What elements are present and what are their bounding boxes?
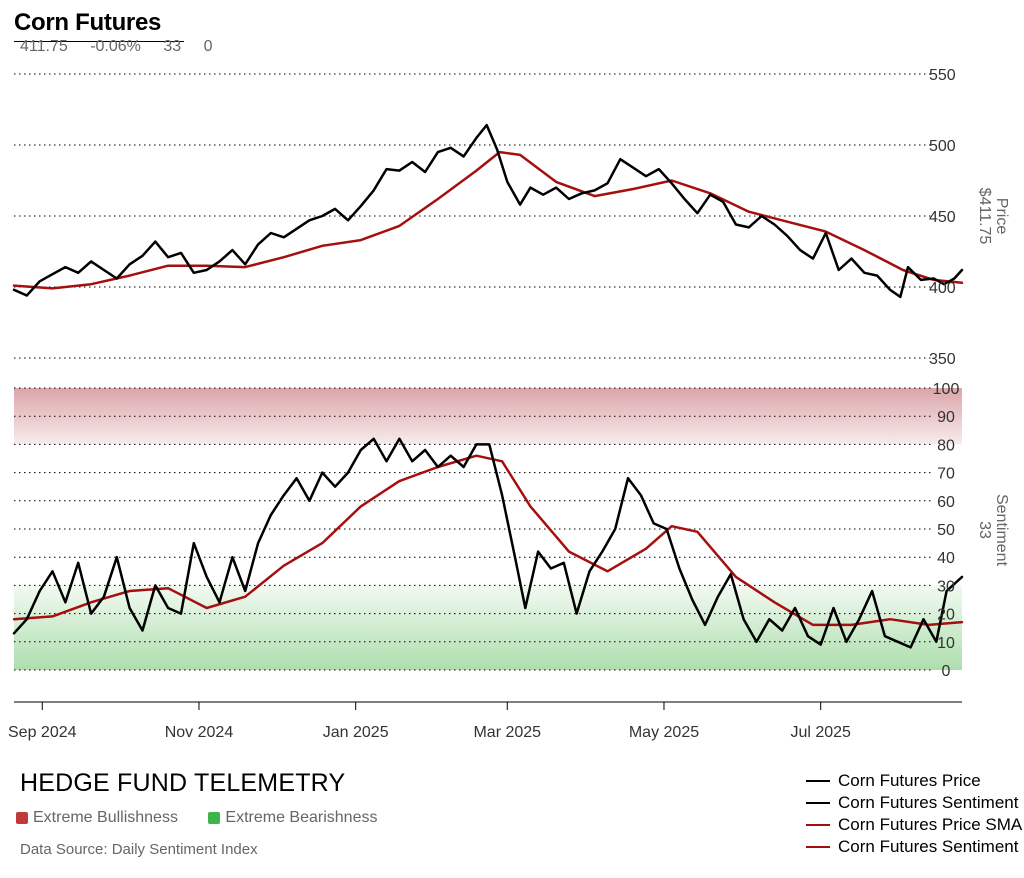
chart-title: Corn Futures [14, 9, 162, 36]
x-tick-label: Jan 2025 [323, 724, 389, 741]
x-tick-label: Sep 2024 [8, 724, 77, 741]
legend-label: Corn Futures Price [838, 771, 981, 790]
sentiment-tick-label: 100 [933, 381, 960, 398]
x-tick-label: May 2025 [629, 724, 699, 741]
legend-line [806, 846, 830, 848]
sentiment-tick-label: 10 [937, 635, 955, 652]
data-source: Data Source: Daily Sentiment Index [20, 841, 258, 858]
zone-legend-bullish: Extreme Bullishness [16, 809, 178, 827]
last-price: 411.75 [20, 38, 68, 55]
sentiment-tick-label: 90 [937, 409, 955, 426]
sentiment-value: 33 [163, 38, 182, 55]
x-tick-label: Jul 2025 [790, 724, 851, 741]
legend-item-sentiment-sma[interactable]: Corn Futures Sentiment SMA [806, 836, 1024, 858]
header-stats: 411.75 -0.06% 33 0 [20, 38, 231, 56]
price-tick-label: 450 [929, 209, 956, 226]
sentiment-tick-label: 50 [937, 522, 955, 539]
bearish-label: Extreme Bearishness [225, 809, 378, 826]
price-tick-label: 550 [929, 67, 956, 84]
sentiment-tick-label: 40 [937, 550, 955, 567]
extra-value: 0 [203, 38, 213, 55]
corn-futures-chart: 5505004504003501009080706050403020100Sep… [8, 67, 1010, 741]
brand-label: HEDGE FUND TELEMETRY [20, 769, 346, 797]
legend-line [806, 824, 830, 826]
zone-legend-bearish: Extreme Bearishness [208, 809, 377, 827]
price-tick-label: 500 [929, 138, 956, 155]
legend-label: Corn Futures Sentiment [838, 793, 1019, 812]
price-tick-label: 400 [929, 280, 956, 297]
x-tick-label: Mar 2025 [473, 724, 541, 741]
sentiment-tick-label: 20 [937, 607, 955, 624]
price-tick-label: 350 [929, 351, 956, 368]
legend-line [806, 780, 830, 782]
extreme-bearish-band [14, 585, 962, 670]
zone-legend: Extreme Bullishness Extreme Bearishness [16, 809, 403, 829]
sentiment-line [12, 437, 964, 649]
legend-label: Corn Futures Sentiment SMA [838, 837, 1024, 856]
sentiment-axis-title: Sentiment33 [976, 494, 1010, 567]
bearish-swatch [208, 812, 221, 824]
price-change: -0.06% [90, 38, 141, 55]
series-legend: Corn Futures Price Corn Futures Sentimen… [806, 770, 1024, 858]
price-line [12, 123, 964, 299]
sentiment-tick-label: 80 [937, 437, 955, 454]
title-underline [14, 41, 184, 42]
sentiment-tick-label: 70 [937, 466, 955, 483]
sentiment-tick-label: 60 [937, 494, 955, 511]
legend-line [806, 802, 830, 804]
bullish-label: Extreme Bullishness [33, 809, 178, 826]
bullish-swatch [16, 812, 28, 824]
legend-item-sentiment[interactable]: Corn Futures Sentiment [806, 792, 1024, 814]
sentiment-tick-label: 30 [937, 578, 955, 595]
legend-label: Corn Futures Price SMA [838, 815, 1023, 834]
x-tick-label: Nov 2024 [165, 724, 234, 741]
sentiment-tick-label: 0 [942, 663, 951, 680]
price-sma-line [12, 150, 964, 290]
price-axis-title: Price$411.75 [976, 188, 1010, 245]
legend-item-price[interactable]: Corn Futures Price [806, 770, 1024, 792]
legend-item-price-sma[interactable]: Corn Futures Price SMA [806, 814, 1024, 836]
